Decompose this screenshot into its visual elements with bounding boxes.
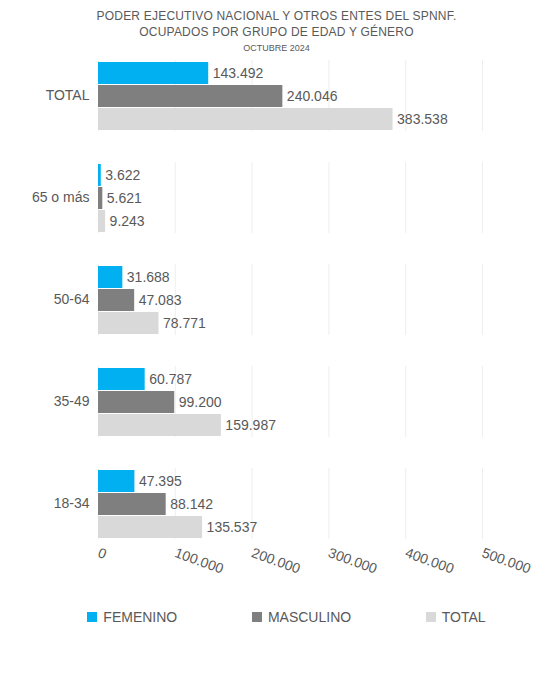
svg-text:31.688: 31.688: [127, 269, 170, 285]
svg-text:50-64: 50-64: [54, 291, 90, 307]
svg-text:159.987: 159.987: [225, 417, 276, 433]
svg-text:35-49: 35-49: [54, 393, 90, 409]
svg-text:200.000: 200.000: [250, 544, 303, 576]
svg-text:78.771: 78.771: [163, 315, 206, 331]
svg-text:400.000: 400.000: [403, 544, 456, 576]
svg-text:100.000: 100.000: [173, 544, 226, 576]
svg-text:9.243: 9.243: [110, 213, 145, 229]
svg-text:135.537: 135.537: [207, 519, 258, 535]
svg-text:383.538: 383.538: [397, 111, 448, 127]
svg-text:18-34: 18-34: [54, 495, 90, 511]
svg-text:5.621: 5.621: [107, 190, 142, 206]
html-text:PODER EJECUTIVO NACIONAL Y OTR: PODER EJECUTIVO NACIONAL Y OTROS ENTES D…: [96, 9, 457, 39]
svg-text:99.200: 99.200: [179, 394, 222, 410]
svg-text:300.000: 300.000: [326, 544, 379, 576]
svg-text:0: 0: [96, 544, 109, 562]
svg-text:3.622: 3.622: [105, 167, 140, 183]
html-text:FEMENINO: FEMENINO: [103, 609, 178, 625]
svg-text:88.142: 88.142: [170, 496, 213, 512]
svg-text:143.492: 143.492: [213, 65, 264, 81]
svg-text:65 o más: 65 o más: [32, 189, 90, 205]
svg-text:47.083: 47.083: [139, 292, 182, 308]
svg-text:500.000: 500.000: [480, 544, 533, 576]
svg-text:TOTAL: TOTAL: [46, 87, 90, 103]
svg-text:60.787: 60.787: [149, 371, 192, 387]
html-text:OCTUBRE 2024: OCTUBRE 2024: [243, 43, 310, 53]
svg-text:47.395: 47.395: [139, 473, 182, 489]
html-text:TOTAL: TOTAL: [441, 609, 486, 625]
html-text:MASCULINO: MASCULINO: [267, 609, 352, 625]
svg-text:240.046: 240.046: [287, 88, 338, 104]
